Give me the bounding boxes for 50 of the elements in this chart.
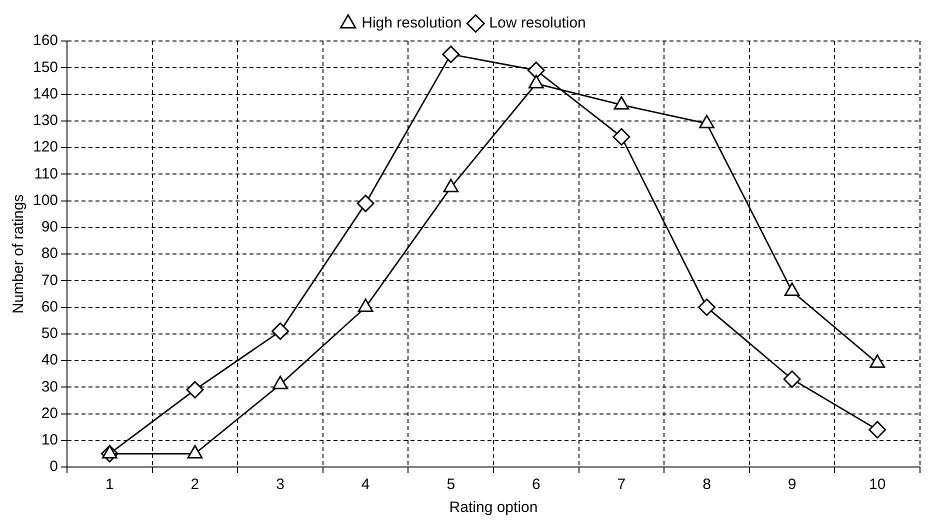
x-axis-title: Rating option [449, 499, 538, 516]
y-axis-title: Number of ratings [10, 194, 28, 314]
y-tick-label: 10 [41, 432, 58, 449]
point [272, 322, 290, 340]
point [699, 114, 714, 128]
x-tick-label: 5 [446, 476, 456, 494]
y-tick-label: 140 [32, 85, 58, 102]
y-tick-label: 40 [41, 352, 58, 369]
y-tick-label: 130 [32, 112, 58, 130]
x-tick-label: 6 [532, 476, 540, 494]
point [102, 444, 118, 458]
point [442, 46, 460, 64]
y-tick-label: 60 [41, 298, 58, 316]
x-tick-label: 9 [788, 476, 796, 494]
y-tick-label: 80 [41, 245, 58, 262]
legend-label: Low resolution [489, 14, 586, 32]
point [612, 128, 630, 146]
point [527, 62, 545, 80]
y-tick-label: 110 [34, 165, 58, 182]
point [868, 420, 886, 438]
x-tick-label: 8 [702, 476, 711, 494]
point [614, 96, 630, 110]
point [443, 178, 459, 192]
y-tick-label: 70 [41, 272, 58, 289]
point [784, 282, 800, 296]
point [187, 444, 203, 458]
y-tick-label: 150 [32, 58, 58, 76]
point [186, 381, 204, 399]
x-tick-label: 10 [869, 476, 886, 494]
y-tick-label: 160 [32, 32, 58, 50]
x-tick-label: 2 [190, 476, 200, 494]
y-tick-label: 120 [32, 138, 58, 156]
legend-label: High resolution [362, 14, 462, 32]
y-tick-label: 20 [41, 404, 58, 422]
point [358, 298, 374, 312]
y-tick-label: 90 [41, 218, 58, 236]
x-tick-label: 7 [617, 476, 626, 494]
y-tick-label: 30 [41, 378, 58, 396]
point [356, 194, 374, 212]
x-tick-label: 4 [361, 476, 370, 494]
point [272, 376, 288, 390]
point [528, 74, 544, 88]
x-tick-label: 3 [276, 476, 284, 494]
point [870, 354, 886, 368]
y-tick-label: 0 [50, 458, 58, 476]
point [698, 298, 716, 316]
y-tick-label: 100 [32, 192, 58, 209]
x-tick-label: 1 [106, 476, 114, 494]
y-tick-label: 50 [41, 325, 58, 342]
point [783, 370, 801, 388]
